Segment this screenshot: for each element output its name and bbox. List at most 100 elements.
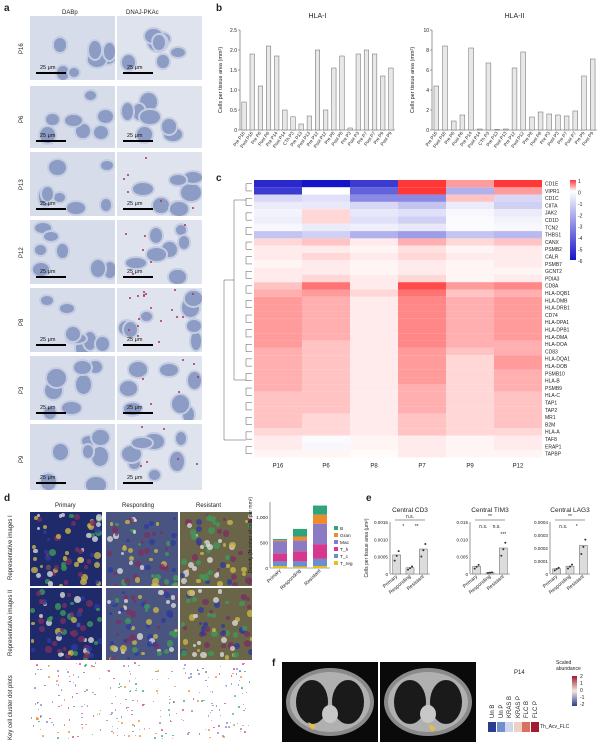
heat-cell [446, 326, 494, 334]
heat-cell [302, 384, 350, 392]
heat-cell [302, 450, 350, 458]
gene-label: HLA-B [545, 379, 560, 385]
marker [123, 605, 128, 610]
heat-cell [254, 406, 302, 414]
heat-cell [446, 223, 494, 232]
gene-label: ERAP1 [545, 444, 562, 450]
heat-cell [254, 347, 302, 356]
marker [80, 578, 88, 586]
sig-label: * [576, 524, 578, 530]
heat-cell [446, 194, 494, 202]
y-tick-label: 2.5 [230, 28, 237, 34]
marker [60, 564, 67, 571]
nucleus [148, 225, 165, 245]
dendro-branch [245, 300, 252, 308]
marker [169, 720, 172, 722]
marker [164, 592, 171, 599]
heat-cell [350, 260, 398, 268]
panel-d-col-primary: Primary [55, 503, 76, 509]
marker [226, 722, 228, 724]
heat-cell [446, 231, 494, 239]
heat-cell [350, 296, 398, 305]
marker [219, 665, 222, 668]
heat-cell [494, 238, 542, 246]
scale-bar [36, 412, 66, 414]
marker [42, 735, 44, 737]
marker [183, 625, 188, 630]
panel-e-letter: e [366, 493, 372, 504]
marker [125, 623, 133, 631]
marker [146, 624, 151, 628]
dendro-branch [245, 373, 252, 381]
heat-cell [530, 722, 539, 732]
marker [74, 596, 81, 603]
marker [198, 673, 200, 675]
sig-label: *** [500, 532, 506, 538]
marker [46, 565, 51, 571]
marker [125, 707, 128, 709]
heat-cell [350, 435, 398, 443]
heat-cell [446, 267, 494, 275]
marker [209, 736, 211, 739]
marker [188, 731, 190, 734]
marker [165, 551, 170, 557]
marker [42, 599, 48, 605]
marker [233, 642, 240, 649]
marker [71, 644, 78, 651]
marker [234, 695, 236, 697]
marker [38, 720, 40, 723]
marker [129, 633, 137, 641]
marker [197, 588, 202, 594]
marker [131, 713, 133, 716]
marker [233, 668, 235, 670]
heat-cell [254, 428, 302, 436]
heat-cell [350, 442, 398, 451]
heat-label: Un P [498, 704, 505, 718]
marker [200, 631, 205, 637]
heat-cell [350, 399, 398, 407]
nucleus [33, 243, 49, 258]
marker [202, 667, 204, 670]
heat-label: KRAS P [515, 695, 522, 718]
chart-title: Central LAG3 [550, 507, 590, 514]
marker [70, 630, 78, 638]
bar [581, 75, 587, 131]
marker [147, 634, 155, 642]
heat-cell [302, 194, 350, 202]
marker [114, 532, 119, 536]
stain-dot [136, 295, 139, 298]
marker [123, 637, 130, 644]
dendro-branch [245, 198, 252, 206]
colorbar-tick: 1 [578, 179, 581, 185]
marker [240, 728, 242, 730]
nucleus [51, 441, 71, 463]
heat-cell [350, 318, 398, 326]
marker [229, 646, 236, 652]
marker [36, 717, 38, 719]
marker [220, 562, 226, 568]
bar [451, 120, 457, 131]
stack-segment [293, 528, 307, 537]
heat-cell [254, 450, 302, 458]
marker [77, 676, 80, 678]
marker [81, 727, 84, 729]
marker [238, 679, 241, 682]
y-tick-label: 0 [234, 128, 237, 134]
marker [57, 737, 59, 739]
marker [204, 642, 211, 649]
marker [142, 704, 144, 706]
heat-cell [446, 238, 494, 246]
marker [107, 567, 114, 573]
marker [39, 716, 42, 718]
marker [45, 579, 50, 584]
heat-cell [446, 355, 494, 363]
stain-dot [196, 376, 199, 379]
marker [136, 700, 139, 702]
marker [134, 662, 136, 664]
marker [58, 705, 60, 708]
heat-cell [302, 231, 350, 239]
marker [84, 665, 86, 667]
marker [31, 639, 35, 643]
y-tick-label: 1.0 [230, 88, 237, 94]
panel-d-tile [30, 512, 102, 586]
